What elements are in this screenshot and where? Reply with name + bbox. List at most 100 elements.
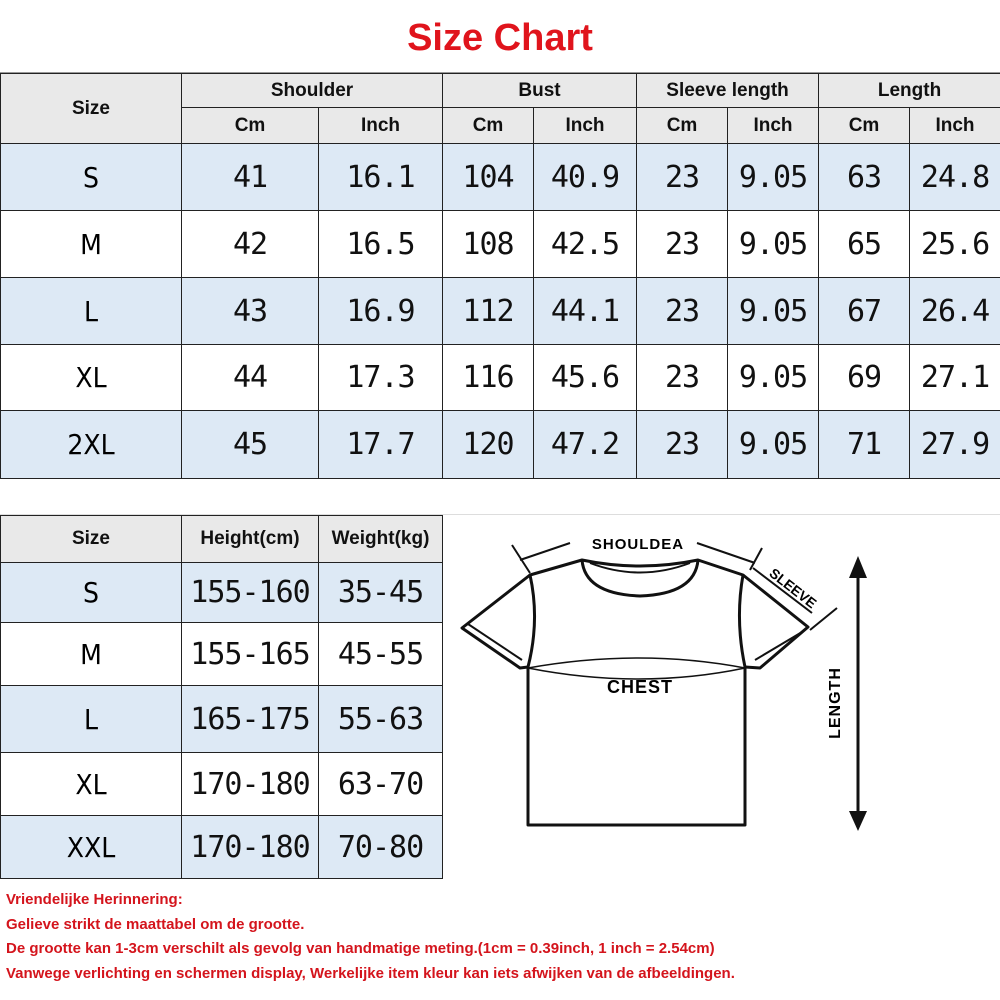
value-cell: 44 [181,344,319,411]
size-header: Size [0,515,182,563]
value-cell: 44.1 [532,277,638,345]
size-cell: XL [0,752,182,816]
value-cell: 165-175 [181,685,319,753]
value-cell: 9.05 [727,410,820,479]
value-cell: 27.1 [909,344,1000,411]
value-cell: 43 [181,277,319,345]
value-cell: 35-45 [318,562,443,623]
length-label: LENGTH [827,667,844,739]
arrow-up-icon [849,556,867,578]
collar [580,559,700,598]
size-cell: L [0,277,182,345]
shoulder-line [511,542,763,574]
value-cell: 47.2 [532,410,638,479]
left-sleeve [460,573,531,670]
value-cell: 40.9 [532,143,638,211]
table-row: XL 44 17.3 116 45.6 23 9.05 69 27.1 [0,344,1000,411]
value-cell: 45.6 [532,344,638,411]
value-cell: 116 [442,344,534,411]
value-cell: 9.05 [727,210,820,278]
value-cell: 42.5 [532,210,638,278]
group-header: Shoulder [181,73,443,108]
value-cell: 55-63 [318,685,443,753]
value-cell: 170-180 [181,815,319,879]
value-cell: 17.3 [318,344,443,411]
group-header: Bust [441,73,638,108]
value-cell: 26.4 [909,277,1000,345]
value-cell: 16.9 [318,277,443,345]
body-size-table: Size Height(cm) Weight(kg) S 155-160 35-45… [0,515,443,879]
value-cell: 69 [818,344,911,411]
chest-line [527,657,746,680]
unit-header: Cm [636,107,729,144]
value-cell: 16.5 [318,210,443,278]
value-cell: 63 [818,143,911,211]
note-line: Vriendelijke Herinnering: [6,891,183,908]
value-cell: 9.05 [727,143,820,211]
table-row: XL 170-180 63-70 [0,752,443,816]
size-cell: S [0,562,182,623]
unit-header: Inch [909,107,1000,144]
notes: Vriendelijke Herinnering: Gelieve strikt… [6,888,735,986]
value-cell: 112 [442,277,534,345]
value-cell: 23 [636,277,729,345]
size-cell: M [0,622,182,686]
value-cell: 23 [636,143,729,211]
unit-header: Cm [818,107,911,144]
value-cell: 17.7 [318,410,443,479]
value-cell: 108 [442,210,534,278]
spacer-row [0,478,1000,515]
unit-header: Inch [532,107,638,144]
group-header: Sleeve length [636,73,820,108]
arrow-down-icon [849,811,867,831]
table-row: M 155-165 45-55 [0,622,443,686]
table-row: L 165-175 55-63 [0,685,443,753]
chest-label: CHEST [607,677,673,697]
value-cell: 63-70 [318,752,443,816]
size-cell: M [0,210,182,278]
sleeve-label: SLEEVE [766,565,819,612]
size-cell: XXL [0,815,182,879]
note-line: Vanwege verlichting en schermen display,… [6,964,735,982]
unit-header: Inch [318,107,443,144]
size-header: Size [0,73,182,144]
value-cell: 65 [818,210,911,278]
size-cell: L [0,685,182,753]
value-cell: 9.05 [727,344,820,411]
right-sleeve [742,573,810,670]
weight-header: Weight(kg) [318,515,443,563]
group-header: Length [818,73,1000,108]
value-cell: 104 [442,143,534,211]
table-row: XXL 170-180 70-80 [0,815,443,879]
measurement-table: Size Shoulder Bust Sleeve length Length … [0,73,1000,479]
value-cell: 67 [818,277,911,345]
value-cell: 9.05 [727,277,820,345]
note-line: Gelieve strikt de maattabel om de groott… [6,915,305,933]
value-cell: 23 [636,344,729,411]
value-cell: 24.8 [909,143,1000,211]
value-cell: 41 [181,143,319,211]
page-title: Size Chart [0,0,1000,73]
value-cell: 23 [636,210,729,278]
value-cell: 23 [636,410,729,479]
value-cell: 25.6 [909,210,1000,278]
table-row: M 42 16.5 108 42.5 23 9.05 65 25.6 [0,210,1000,278]
unit-header: Inch [727,107,820,144]
value-cell: 170-180 [181,752,319,816]
value-cell: 45-55 [318,622,443,686]
value-cell: 120 [442,410,534,479]
value-cell: 70-80 [318,815,443,879]
tshirt-body [526,558,747,827]
height-header: Height(cm) [181,515,319,563]
size-cell: S [0,143,182,211]
table-row: S 41 16.1 104 40.9 23 9.05 63 24.8 [0,143,1000,211]
note-line: De grootte kan 1-3cm verschilt als gevol… [6,940,715,957]
unit-header: Cm [181,107,319,144]
value-cell: 27.9 [909,410,1000,479]
value-cell: 71 [818,410,911,479]
value-cell: 155-165 [181,622,319,686]
sleeve-line [752,567,838,631]
table-row: 2XL 45 17.7 120 47.2 23 9.05 71 27.9 [0,410,1000,479]
size-cell: 2XL [0,410,182,479]
